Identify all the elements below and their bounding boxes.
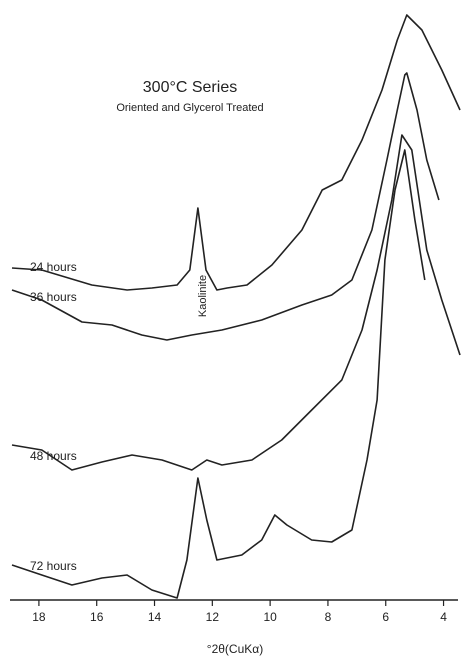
- x-tick-label: 10: [263, 610, 277, 624]
- series-label: 48 hours: [30, 449, 77, 463]
- x-tick-label: 16: [90, 610, 104, 624]
- xrd-curve: [11, 134, 461, 471]
- series-label: 72 hours: [30, 559, 77, 573]
- xrd-curve: [11, 72, 440, 341]
- x-tick-label: 12: [206, 610, 220, 624]
- x-tick-label: 8: [325, 610, 332, 624]
- x-tick-label: 4: [440, 610, 447, 624]
- chart-title: 300°C Series: [143, 79, 237, 96]
- x-tick-label: 18: [32, 610, 46, 624]
- annotation: Kaolinite: [197, 275, 209, 317]
- xrd-curve: [11, 14, 461, 291]
- x-axis-label: °2θ(CuKα): [207, 642, 263, 656]
- chart-subtitle: Oriented and Glycerol Treated: [116, 102, 263, 114]
- series-label: 36 hours: [30, 290, 77, 304]
- x-tick-label: 14: [148, 610, 162, 624]
- xrd-curve: [11, 149, 426, 599]
- series-label: 24 hours: [30, 260, 77, 274]
- x-tick-label: 6: [382, 610, 389, 624]
